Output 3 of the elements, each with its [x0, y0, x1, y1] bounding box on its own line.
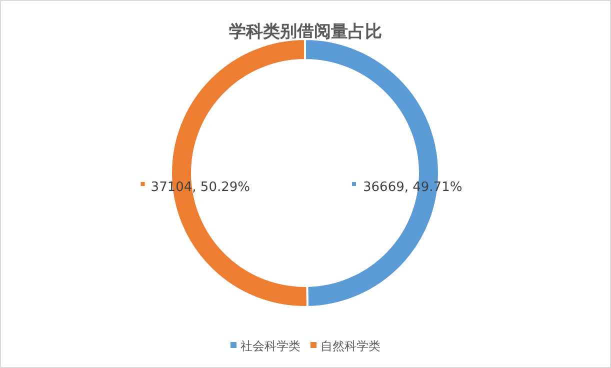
- chart-title: 学科类别借阅量占比: [229, 22, 382, 42]
- legend-label: 社会科学类: [240, 339, 300, 353]
- legend-label: 自然科学类: [320, 339, 380, 353]
